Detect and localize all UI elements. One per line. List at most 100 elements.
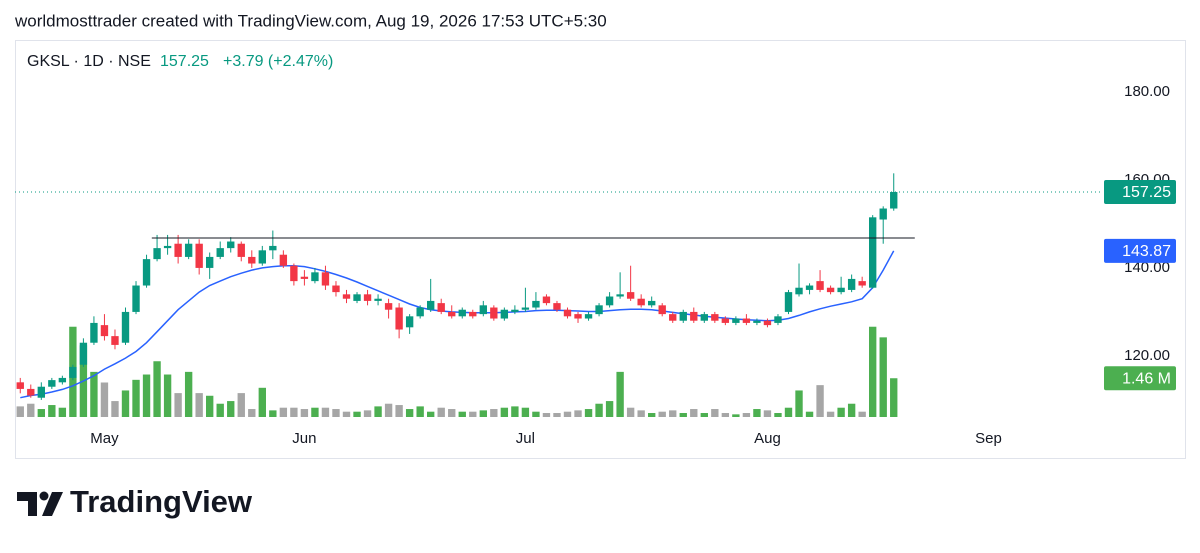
volume-bar <box>121 390 130 417</box>
candle-body <box>227 241 235 249</box>
candle-body <box>521 307 530 310</box>
volume-bar <box>342 411 351 417</box>
candle-body <box>353 294 361 301</box>
candle-body <box>48 380 56 387</box>
volume-label: 1.46 M <box>1122 370 1171 387</box>
volume-bar <box>111 401 119 417</box>
candle-body <box>847 278 856 290</box>
change: +3.79 (+2.47%) <box>223 53 333 70</box>
volume-bar <box>363 410 372 417</box>
volume-bar <box>879 337 887 417</box>
moving-average <box>20 250 895 399</box>
volume-bar <box>27 403 35 417</box>
volume-bar <box>669 410 677 417</box>
volume-bar <box>279 407 288 417</box>
volume-bar <box>626 407 635 417</box>
candle-body <box>879 208 887 220</box>
candle-body <box>237 243 245 257</box>
volume-bar <box>100 382 109 417</box>
volume-bar <box>216 403 224 417</box>
volume-bar <box>16 406 24 417</box>
candle-body <box>27 388 35 396</box>
volume-bar <box>805 411 814 417</box>
candle-body <box>16 382 24 389</box>
volume-bar <box>405 409 414 417</box>
volume-bar <box>269 410 277 417</box>
candle-body <box>111 336 119 345</box>
candle-body <box>626 292 635 299</box>
volume-bar <box>311 407 319 417</box>
chart-frame <box>15 40 1186 459</box>
candle-body <box>395 307 403 330</box>
candle-body <box>532 300 540 308</box>
candle-body <box>763 320 772 326</box>
volume-bar <box>658 411 666 417</box>
volume-bar <box>679 413 687 417</box>
candle-body <box>721 318 730 323</box>
candle-body <box>416 307 424 317</box>
x-tick-label: Jul <box>516 430 535 447</box>
candle-body <box>690 311 698 321</box>
volume-bar <box>690 409 698 417</box>
volume-bar <box>553 413 561 417</box>
candle-body <box>458 309 466 317</box>
candle-body <box>248 256 256 264</box>
logo-icon <box>17 491 63 516</box>
volume-bar <box>816 385 824 417</box>
y-tick-label: 180.00 <box>1124 83 1170 100</box>
candle-body <box>469 311 477 317</box>
volume-bar <box>163 374 172 417</box>
volume-bar <box>384 403 393 417</box>
candle-body <box>258 250 266 264</box>
candle-body <box>79 342 88 365</box>
volume-bar <box>374 406 382 417</box>
volume-bar <box>332 409 340 417</box>
candle-body <box>732 318 740 323</box>
candle-body <box>300 276 309 279</box>
candle-body <box>142 259 151 286</box>
volume-bar <box>353 411 361 417</box>
volume-bar <box>742 413 751 417</box>
candle-body <box>90 322 98 343</box>
volume-bar <box>142 374 151 417</box>
candle-body <box>858 281 866 286</box>
symbol: GKSL · 1D · NSE <box>27 53 151 70</box>
candle-body <box>826 287 835 293</box>
candle-body <box>574 314 582 319</box>
volume-bar <box>300 409 309 417</box>
volume-bar <box>448 409 456 417</box>
volume-bar <box>721 413 730 417</box>
candle-body <box>58 377 67 383</box>
x-tick-label: Jun <box>292 430 316 447</box>
candle-body <box>100 325 109 337</box>
candle-body <box>658 305 666 315</box>
volume-bar <box>258 387 266 417</box>
candle-body <box>490 307 498 319</box>
candle-body <box>616 294 624 297</box>
candle-body <box>648 300 656 306</box>
volume-bar <box>132 379 140 417</box>
candle-body <box>511 309 519 312</box>
volume-bar <box>826 411 835 417</box>
candle-body <box>890 192 898 209</box>
ma-label: 143.87 <box>1122 243 1171 260</box>
header: worldmosttrader created with TradingView… <box>14 11 607 30</box>
volume-bar <box>58 407 67 417</box>
volume-bar <box>563 411 572 417</box>
volume-bar <box>458 411 466 417</box>
candle-body <box>700 314 708 321</box>
volume-bar <box>521 407 530 417</box>
volume-bar <box>711 409 719 417</box>
candle-body <box>816 281 824 290</box>
volume-bar <box>237 393 245 417</box>
volume-bar <box>395 405 403 417</box>
candle-body <box>132 285 140 312</box>
candle-body <box>753 320 761 323</box>
candle-body <box>384 303 393 310</box>
candle-body <box>742 318 751 323</box>
logo-part <box>42 492 63 516</box>
volume-bar <box>605 401 614 417</box>
volume-bar <box>869 326 877 417</box>
candle-body <box>279 254 288 266</box>
volume-bar <box>637 410 645 417</box>
